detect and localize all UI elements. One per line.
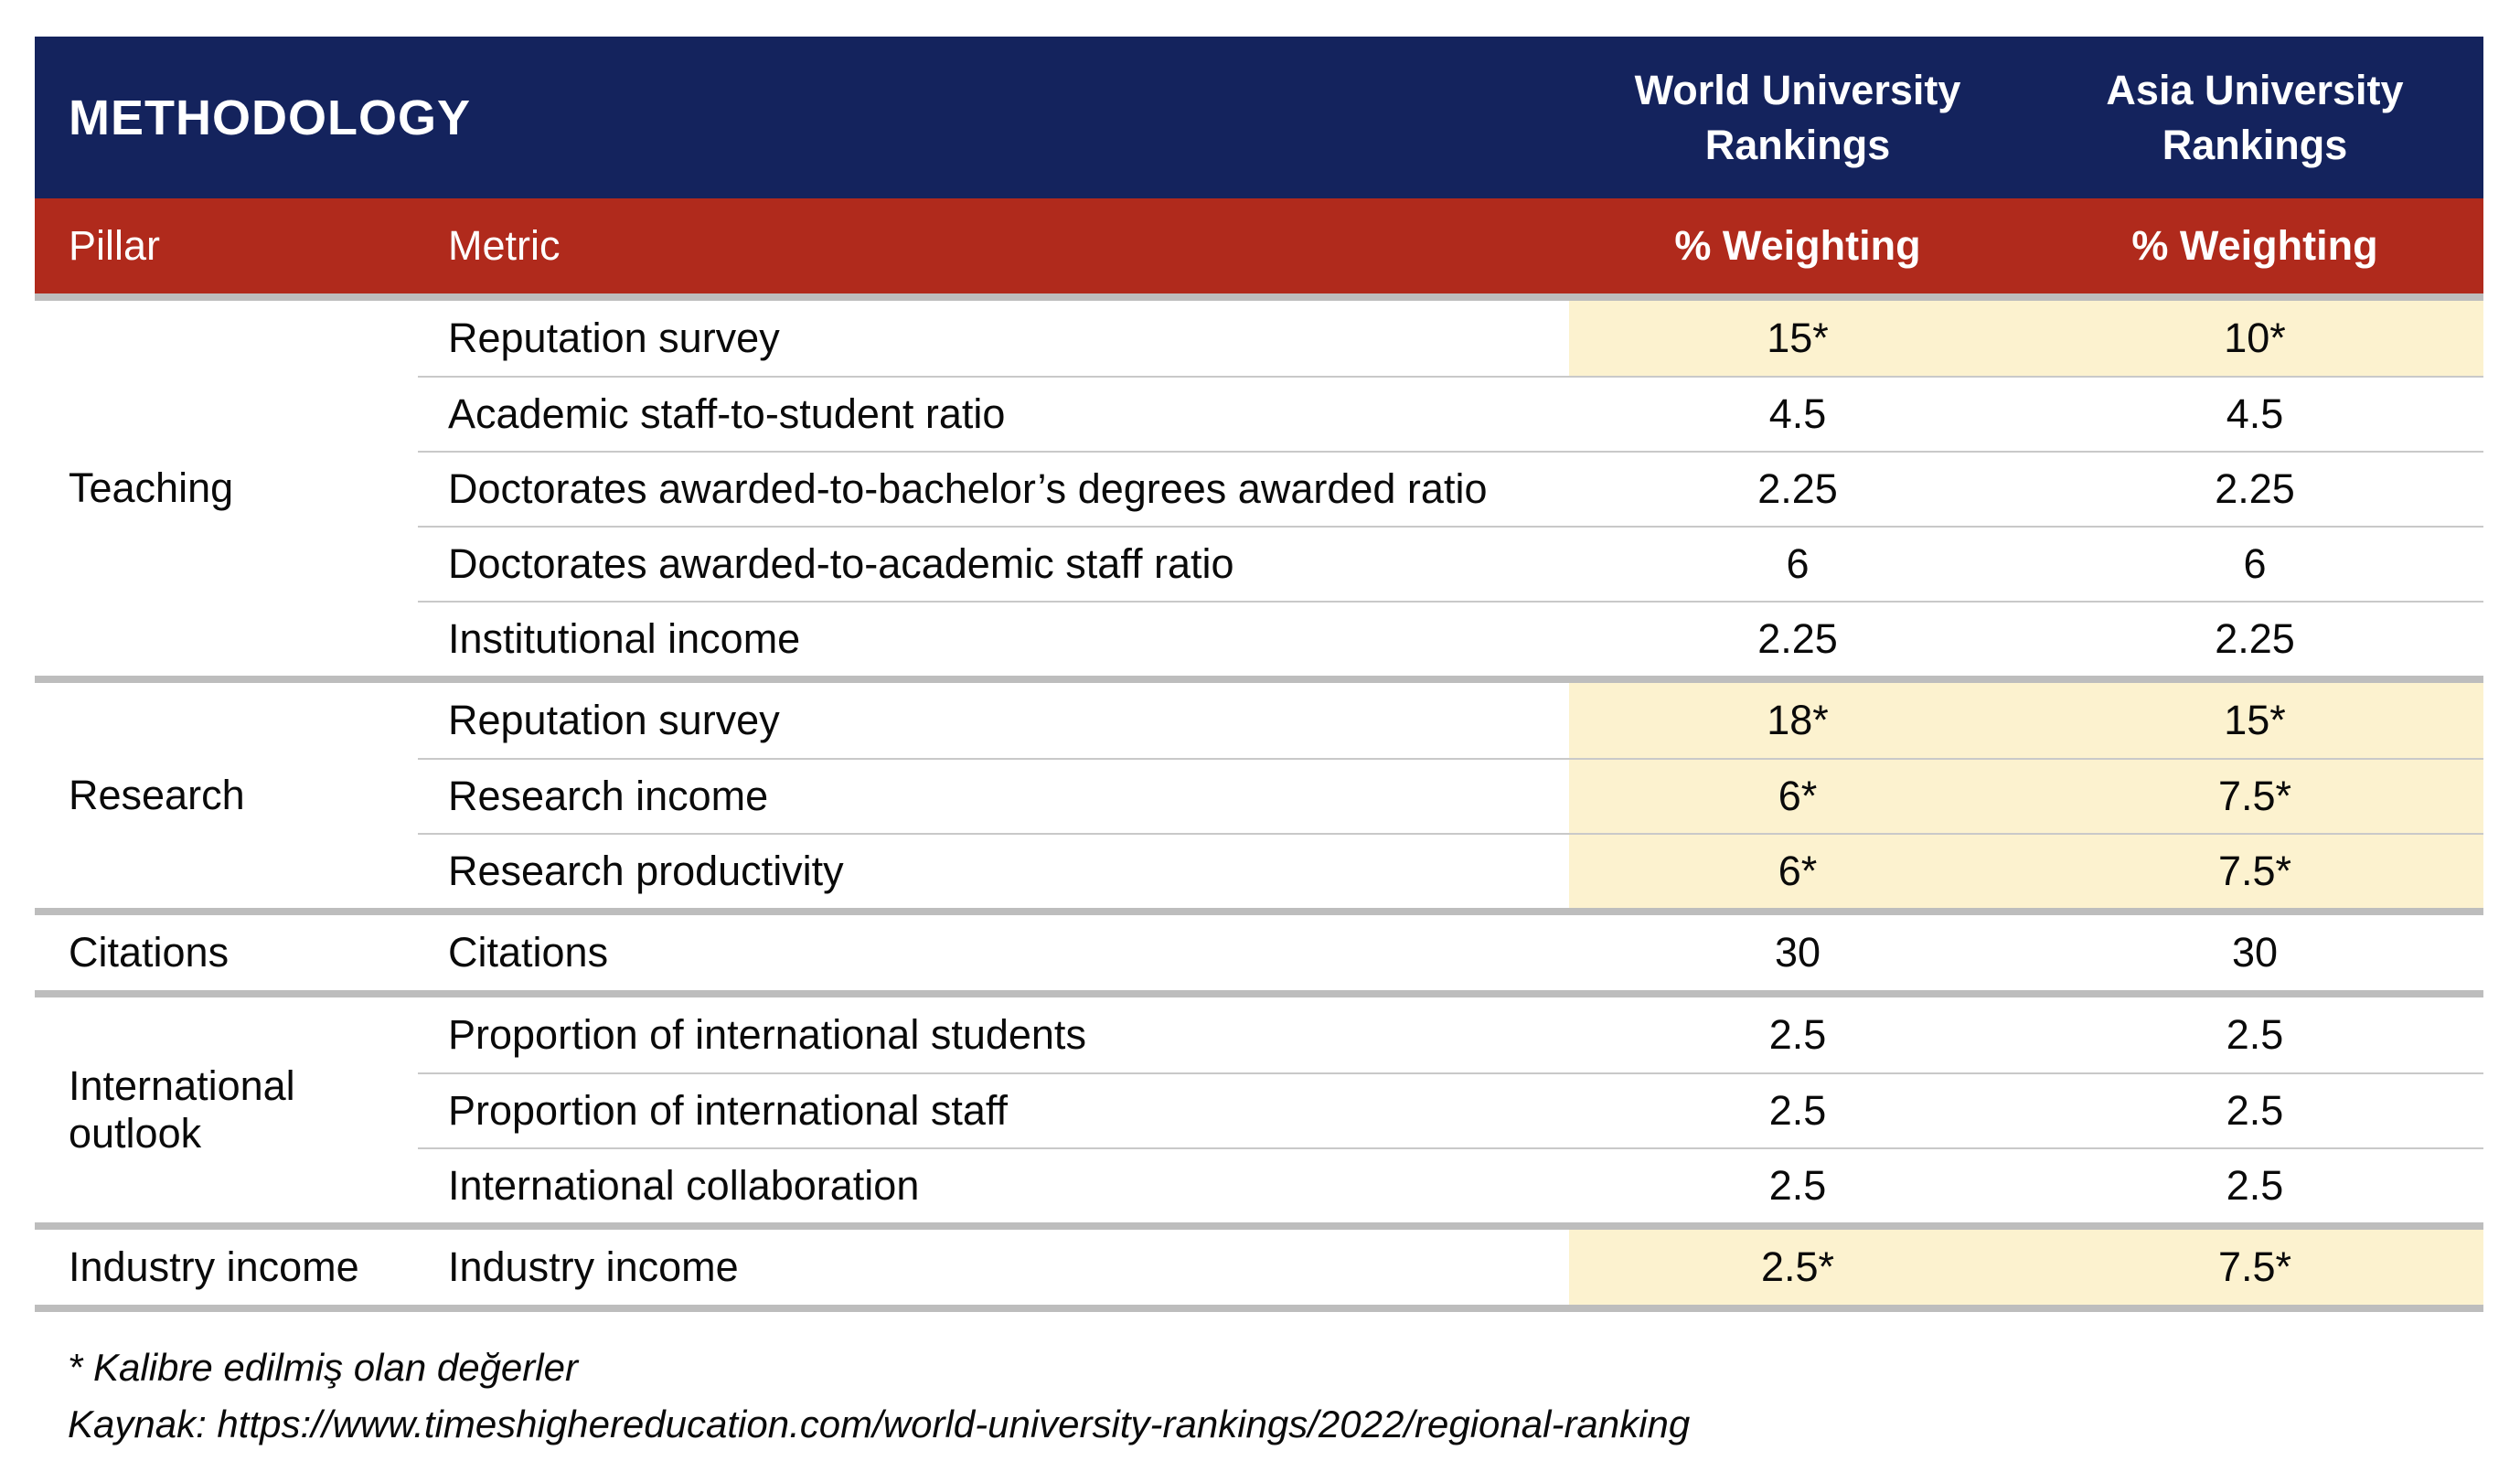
- table-row: Institutional income 2.25 2.25: [418, 601, 2483, 676]
- col-header-weighting-world: % Weighting: [1674, 222, 1921, 269]
- metric-cell: International collaboration: [448, 1162, 920, 1209]
- table-row: Research income 6* 7.5*: [418, 758, 2483, 833]
- footnote-calibrated-note: * Kalibre edilmiş olan değerler: [68, 1346, 578, 1389]
- metric-cell: Reputation survey: [448, 697, 780, 743]
- weighting-cell-world: 18*: [1569, 683, 2026, 758]
- col-header-pillar: Pillar: [69, 222, 161, 269]
- table-row: Proportion of international staff 2.5 2.…: [418, 1072, 2483, 1147]
- weighting-cell-asia: 2.5: [2226, 1011, 2284, 1058]
- pillar-group: Citations Citations 30 30: [35, 915, 2483, 990]
- pillar-label: International outlook: [69, 1062, 295, 1157]
- metric-cell: Research income: [448, 773, 769, 819]
- weighting-cell-world: 2.25: [1757, 615, 1838, 662]
- group-divider: [35, 676, 2483, 683]
- metric-cell: Reputation survey: [448, 315, 780, 361]
- metric-cell: Proportion of international staff: [448, 1087, 1009, 1134]
- weighting-cell-world: 6*: [1569, 760, 2026, 833]
- weighting-cell-asia: 4.5: [2226, 390, 2284, 437]
- weighting-cell-asia: 7.5*: [2026, 1230, 2483, 1305]
- weighting-cell-world: 15*: [1569, 301, 2026, 376]
- pillar-group: International outlook Proportion of inte…: [35, 997, 2483, 1222]
- metric-cell: Institutional income: [448, 615, 801, 662]
- weighting-cell-asia: 6: [2243, 540, 2267, 587]
- table-column-header: Pillar Metric % Weighting % Weighting: [35, 198, 2483, 293]
- pillar-label: Citations: [69, 929, 230, 976]
- weighting-cell-world: 6*: [1569, 835, 2026, 908]
- metric-cell: Doctorates awarded-to-academic staff rat…: [448, 540, 1234, 587]
- pillar-group: Industry income Industry income 2.5* 7.5…: [35, 1230, 2483, 1305]
- group-divider: [35, 1305, 2483, 1312]
- weighting-cell-asia: 15*: [2026, 683, 2483, 758]
- table-title-header: METHODOLOGY World University Rankings As…: [35, 37, 2483, 198]
- weighting-cell-world: 6: [1786, 540, 1810, 587]
- table-row: Proportion of international students 2.5…: [418, 997, 2483, 1072]
- table-row: Reputation survey 18* 15*: [418, 683, 2483, 758]
- metric-cell: Proportion of international students: [448, 1011, 1086, 1058]
- pillar-group-rows: Industry income 2.5* 7.5*: [418, 1230, 2483, 1305]
- weighting-cell-asia: 7.5*: [2026, 835, 2483, 908]
- weighting-cell-world: 2.25: [1757, 465, 1838, 512]
- table-row: Doctorates awarded-to-bachelor’s degrees…: [418, 451, 2483, 526]
- group-divider: [35, 990, 2483, 997]
- weighting-cell-asia: 2.25: [2215, 615, 2295, 662]
- weighting-cell-world: 2.5*: [1569, 1230, 2026, 1305]
- pillar-label: Research: [69, 772, 245, 818]
- weighting-cell-asia: 2.5: [2226, 1087, 2284, 1134]
- weighting-cell-asia: 2.5: [2226, 1162, 2284, 1209]
- metric-cell: Industry income: [448, 1243, 739, 1290]
- col-header-asia-university-rankings: Asia University Rankings: [2106, 66, 2404, 168]
- weighting-cell-asia: 30: [2231, 929, 2279, 976]
- metric-cell: Research productivity: [448, 848, 844, 894]
- table-row: Industry income 2.5* 7.5*: [418, 1230, 2483, 1305]
- table-body: Teaching Reputation survey 15* 10* Acade…: [35, 301, 2483, 1312]
- methodology-table: METHODOLOGY World University Rankings As…: [35, 37, 2483, 1453]
- metric-cell: Citations: [448, 929, 609, 976]
- table-row: International collaboration 2.5 2.5: [418, 1147, 2483, 1222]
- weighting-cell-asia: 2.25: [2215, 465, 2295, 512]
- weighting-cell-world: 2.5: [1768, 1162, 1827, 1209]
- weighting-cell-world: 4.5: [1768, 390, 1827, 437]
- pillar-group-rows: Proportion of international students 2.5…: [418, 997, 2483, 1222]
- footnotes: * Kalibre edilmiş olan değerler Kaynak: …: [68, 1339, 2483, 1453]
- metric-cell: Doctorates awarded-to-bachelor’s degrees…: [448, 465, 1488, 512]
- footnote-source-url: Kaynak: https://www.timeshighereducation…: [68, 1403, 1691, 1445]
- metric-cell: Academic staff-to-student ratio: [448, 390, 1006, 437]
- pillar-group: Teaching Reputation survey 15* 10* Acade…: [35, 301, 2483, 676]
- pillar-group-rows: Reputation survey 15* 10* Academic staff…: [418, 301, 2483, 676]
- col-header-metric: Metric: [448, 222, 561, 269]
- pillar-group-rows: Citations 30 30: [418, 915, 2483, 990]
- weighting-cell-asia: 7.5*: [2026, 760, 2483, 833]
- pillar-group-rows: Reputation survey 18* 15* Research incom…: [418, 683, 2483, 908]
- weighting-cell-asia: 10*: [2026, 301, 2483, 376]
- table-row: Academic staff-to-student ratio 4.5 4.5: [418, 376, 2483, 451]
- table-row: Doctorates awarded-to-academic staff rat…: [418, 526, 2483, 601]
- table-row: Research productivity 6* 7.5*: [418, 833, 2483, 908]
- group-divider: [35, 1222, 2483, 1230]
- pillar-label: Teaching: [69, 464, 234, 511]
- group-divider: [35, 908, 2483, 915]
- weighting-cell-world: 30: [1774, 929, 1821, 976]
- col-header-weighting-asia: % Weighting: [2131, 222, 2378, 269]
- header-divider: [35, 293, 2483, 301]
- weighting-cell-world: 2.5: [1768, 1011, 1827, 1058]
- table-row: Citations 30 30: [418, 915, 2483, 990]
- weighting-cell-world: 2.5: [1768, 1087, 1827, 1134]
- pillar-group: Research Reputation survey 18* 15* Resea…: [35, 683, 2483, 908]
- pillar-label: Industry income: [69, 1243, 359, 1290]
- page-title: METHODOLOGY: [69, 90, 471, 145]
- col-header-world-university-rankings: World University Rankings: [1634, 66, 1961, 168]
- table-row: Reputation survey 15* 10*: [418, 301, 2483, 376]
